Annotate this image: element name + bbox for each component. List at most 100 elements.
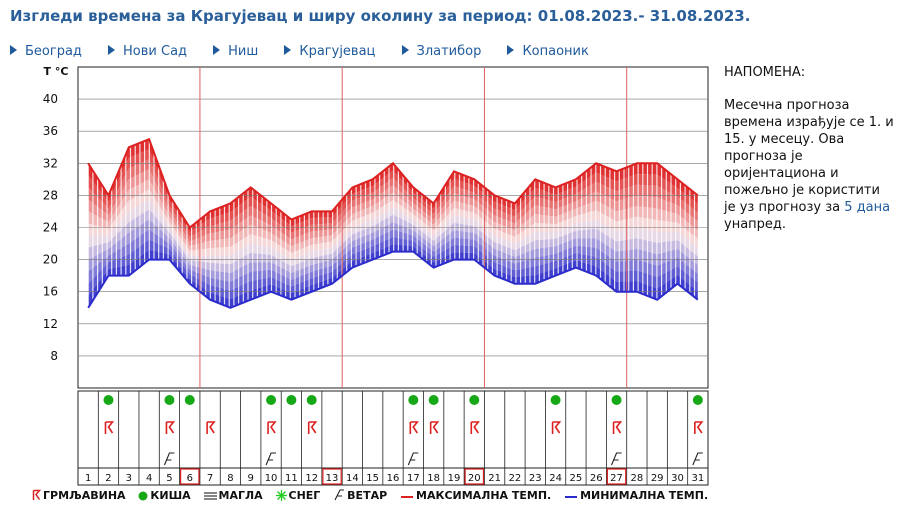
highlight-day-27 [606, 468, 627, 485]
note-text-after: унапред. [724, 217, 787, 232]
day-label-5: 5 [166, 473, 172, 484]
rain-icon-day-20 [469, 395, 480, 405]
day-label-23: 23 [529, 473, 542, 484]
day-label-21: 21 [488, 473, 501, 484]
conditions-panel [77, 390, 709, 486]
arrow-right-icon [284, 45, 292, 55]
rain-icon [138, 491, 148, 501]
nav-link-kragujevac[interactable]: Крагујевац [284, 44, 375, 59]
temp-band-3 [88, 169, 698, 247]
y-tick-label-20: 20 [43, 253, 58, 267]
y-tick-label-8: 8 [50, 349, 58, 363]
legend-min-temp: МИНИМАЛНА ТЕМП. [564, 489, 708, 502]
note-title: НАПОМЕНА: [724, 65, 806, 80]
highlight-day-13 [322, 468, 342, 485]
min-temp-line [87, 250, 699, 309]
day-label-16: 16 [387, 473, 400, 484]
thunder-icon-day-31 [694, 421, 704, 434]
legend-wind: ВЕТАР [333, 489, 387, 502]
note-panel: НАПОМЕНА: Месечна прогноза времена израђ… [724, 64, 894, 233]
fog-icon [203, 492, 217, 500]
day-label-17: 17 [407, 473, 420, 484]
rain-icon-day-11 [286, 395, 297, 405]
nav-link-novi-sad[interactable]: Нови Сад [108, 44, 187, 59]
day-label-25: 25 [570, 473, 583, 484]
day-label-11: 11 [285, 473, 298, 484]
thunder-icon-day-27 [612, 421, 623, 434]
day-label-7: 7 [207, 473, 213, 484]
note-5day-link[interactable]: 5 дана [844, 200, 891, 215]
thunder-icon-day-17 [409, 421, 419, 434]
day-label-3: 3 [126, 473, 132, 484]
y-tick-label-24: 24 [43, 221, 58, 235]
arrow-right-icon [108, 45, 116, 55]
rain-icon-day-31 [692, 395, 703, 405]
temp-band-2 [88, 159, 698, 242]
nav-link-nis[interactable]: Ниш [213, 44, 258, 59]
wind-icon-day-31 [692, 452, 703, 466]
day-label-31: 31 [691, 473, 704, 484]
thunder-icon-day-20 [470, 421, 480, 434]
rain-icon-day-10 [266, 395, 277, 405]
legend-max-temp: МАКСИМАЛНА ТЕМП. [400, 489, 551, 502]
wind-icon-day-17 [407, 452, 419, 466]
wind-icon-day-5 [163, 452, 175, 466]
rain-icon-day-6 [184, 395, 195, 405]
rain-icon-day-18 [428, 395, 439, 405]
day-label-28: 28 [631, 473, 644, 484]
legend-thunder: ГРМЉАВИНА [32, 489, 126, 502]
y-tick-label-28: 28 [43, 188, 58, 202]
day-label-1: 1 [85, 473, 91, 484]
rain-icon-day-2 [103, 395, 114, 405]
red-line-icon [401, 496, 413, 498]
day-label-14: 14 [346, 473, 359, 484]
day-label-2: 2 [105, 473, 111, 484]
legend-rain: КИША [138, 489, 191, 502]
y-tick-label-40: 40 [43, 92, 58, 106]
y-tick-label-12: 12 [43, 317, 58, 331]
thunder-icon-day-24 [551, 421, 562, 434]
day-label-15: 15 [366, 473, 379, 484]
day-label-6: 6 [187, 473, 193, 484]
day-label-27: 27 [610, 473, 623, 484]
nav-link-zlatibor[interactable]: Златибор [401, 44, 481, 59]
chart-legend: ГРМЉАВИНА КИША МАГЛА СНЕГ ВЕТАР МАКСИМАЛ… [32, 489, 717, 502]
thunder-icon-day-2 [104, 421, 115, 434]
thunder-icon-day-18 [429, 421, 440, 434]
rain-icon-day-5 [164, 395, 175, 405]
nav-link-kopaonik[interactable]: Копаоник [507, 44, 589, 59]
legend-fog: МАГЛА [203, 489, 263, 502]
y-tick-label-36: 36 [43, 124, 58, 138]
day-label-19: 19 [448, 473, 461, 484]
thunder-icon-day-7 [206, 421, 216, 434]
day-label-9: 9 [248, 473, 254, 484]
day-label-22: 22 [509, 473, 522, 484]
day-label-12: 12 [305, 473, 318, 484]
arrow-right-icon [401, 45, 409, 55]
y-axis-label: T °C [44, 65, 69, 78]
arrow-right-icon [10, 45, 17, 55]
highlight-day-20 [464, 468, 485, 485]
arrow-right-icon [213, 45, 221, 55]
highlight-day-6 [180, 468, 200, 485]
snow-icon [275, 490, 287, 501]
rain-icon-day-17 [408, 395, 419, 405]
arrow-right-icon [507, 45, 515, 55]
day-label-20: 20 [468, 473, 481, 484]
temp-band-6 [88, 199, 698, 267]
temp-band-4 [88, 179, 698, 253]
day-label-29: 29 [651, 473, 664, 484]
rain-icon-day-24 [550, 395, 561, 405]
day-label-8: 8 [227, 473, 233, 484]
y-tick-label-16: 16 [43, 285, 58, 299]
thunder-icon-day-12 [307, 421, 318, 434]
day-label-24: 24 [549, 473, 562, 484]
day-label-4: 4 [146, 473, 152, 484]
thunder-icon [32, 489, 42, 500]
thunder-icon-day-10 [267, 421, 277, 434]
nav-link-beograd[interactable]: Београд [10, 44, 82, 59]
rain-icon-day-12 [306, 395, 317, 405]
legend-snow: СНЕГ [275, 489, 320, 502]
thunder-icon-day-5 [165, 421, 176, 434]
